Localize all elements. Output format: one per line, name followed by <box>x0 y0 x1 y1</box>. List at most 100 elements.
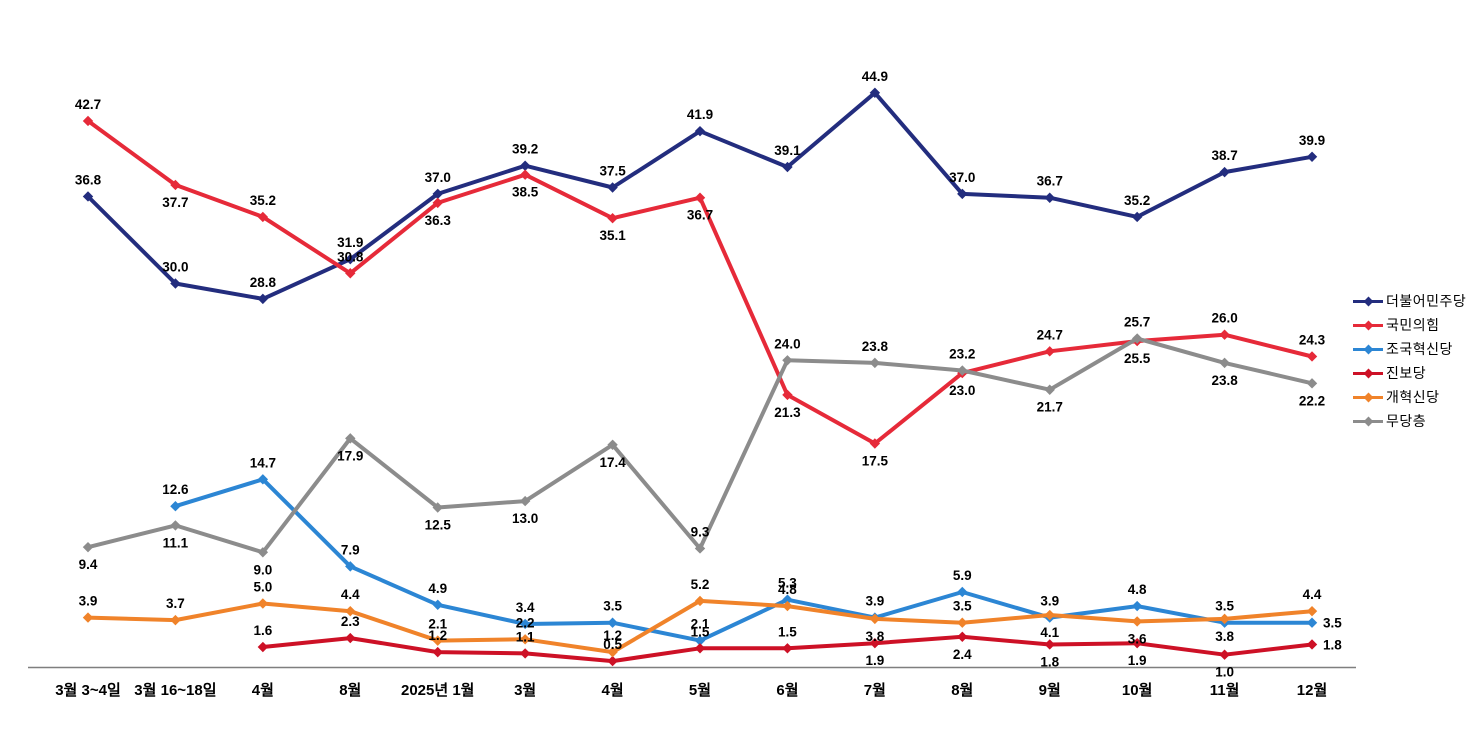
value-label: 35.2 <box>250 193 276 208</box>
data-point-marker <box>1044 384 1055 395</box>
value-label: 4.9 <box>428 581 447 596</box>
data-point-marker <box>782 161 793 173</box>
value-label: 3.7 <box>166 596 185 611</box>
value-label: 12.5 <box>425 518 452 533</box>
value-label: 4.4 <box>341 587 360 602</box>
data-point-marker <box>957 188 968 200</box>
value-label: 17.5 <box>862 454 889 469</box>
x-axis-label: 4월 <box>251 682 274 699</box>
value-label: 36.7 <box>687 208 713 223</box>
value-label: 5.3 <box>778 576 797 591</box>
data-point-marker <box>519 169 531 180</box>
data-point-marker <box>782 355 793 366</box>
value-label: 17.9 <box>337 448 363 463</box>
value-label: 24.3 <box>1299 332 1326 347</box>
data-point-marker <box>1306 617 1318 628</box>
data-point-marker <box>1044 192 1055 203</box>
data-point-marker <box>82 541 94 553</box>
value-label: 2.3 <box>341 614 360 629</box>
value-label: 36.3 <box>425 213 452 228</box>
legend-label: 조국혁신당 <box>1386 341 1453 357</box>
value-label: 3.6 <box>1128 631 1147 646</box>
value-label: 1.1 <box>516 629 535 644</box>
data-point-marker <box>519 495 531 507</box>
value-label: 13.0 <box>512 511 538 526</box>
data-point-marker <box>1044 346 1055 357</box>
x-axis-label: 8월 <box>339 682 362 699</box>
value-label: 2.4 <box>953 647 972 662</box>
legend-line-marker-icon <box>1353 413 1383 429</box>
data-point-marker <box>345 268 356 279</box>
value-label: 2.1 <box>428 617 447 632</box>
value-label: 4.1 <box>1040 625 1059 640</box>
value-label: 3.8 <box>1215 629 1234 644</box>
x-axis-label: 8월 <box>951 682 974 699</box>
data-point-marker <box>694 125 706 137</box>
value-label: 1.2 <box>428 628 447 643</box>
data-point-marker <box>170 179 181 191</box>
value-label: 12.6 <box>162 482 189 497</box>
data-point-marker <box>432 646 443 658</box>
value-label: 7.9 <box>341 542 360 557</box>
data-point-marker <box>257 211 269 223</box>
value-label: 3.9 <box>1040 594 1059 609</box>
value-label: 38.5 <box>512 185 539 200</box>
legend-label: 더불어민주당 <box>1386 293 1467 309</box>
x-axis-label: 9월 <box>1038 682 1061 699</box>
data-point-marker <box>432 635 443 646</box>
data-point-marker <box>607 182 618 193</box>
data-point-marker <box>782 643 793 654</box>
data-point-marker <box>1219 329 1230 340</box>
value-label: 1.5 <box>691 624 710 639</box>
value-label: 1.5 <box>778 624 797 639</box>
data-point-marker <box>1219 649 1230 660</box>
value-label: 0.5 <box>603 637 622 652</box>
data-point-marker <box>1131 637 1143 649</box>
data-point-marker <box>519 618 531 630</box>
x-axis-label: 7월 <box>863 682 886 699</box>
data-point-marker <box>432 599 443 610</box>
data-point-marker <box>869 357 881 369</box>
data-point-marker <box>1219 613 1230 625</box>
value-label: 4.8 <box>1128 582 1147 597</box>
legend-item-progressive-party: 진보당 <box>1353 365 1466 381</box>
value-label: 37.5 <box>599 164 626 179</box>
value-label: 9.3 <box>691 524 710 539</box>
legend-item-rebuilding-korea-party: 조국혁신당 <box>1353 341 1466 357</box>
series-line-2 <box>173 477 1314 643</box>
data-point-marker <box>1219 166 1230 178</box>
x-axis-label: 2025년 1월 <box>400 682 475 699</box>
data-point-marker <box>957 617 968 628</box>
legend-label: 무당층 <box>1386 413 1427 429</box>
value-label: 35.2 <box>1124 193 1150 208</box>
value-label: 28.8 <box>250 275 277 290</box>
value-label: 3.5 <box>1215 599 1234 614</box>
legend-item-democratic-party: 더불어민주당 <box>1353 293 1466 309</box>
data-point-marker <box>170 278 181 289</box>
data-point-marker <box>519 160 531 171</box>
value-label: 3.9 <box>865 594 884 609</box>
legend-item-people-power-party: 국민의힘 <box>1353 317 1466 333</box>
data-point-marker <box>607 213 618 224</box>
value-label: 22.2 <box>1299 393 1325 408</box>
legend-item-reform-party: 개혁신당 <box>1353 389 1466 405</box>
x-axis-label: 6월 <box>776 682 799 699</box>
data-point-marker <box>519 648 531 659</box>
data-point-marker <box>345 433 356 444</box>
data-point-marker <box>432 502 443 513</box>
value-label: 38.7 <box>1211 148 1237 163</box>
value-label: 1.8 <box>1323 637 1342 652</box>
value-label: 3.5 <box>953 599 972 614</box>
value-label: 39.9 <box>1299 133 1325 148</box>
data-point-marker <box>170 520 181 531</box>
value-label: 17.4 <box>599 455 626 470</box>
x-axis-label: 11월 <box>1209 682 1240 699</box>
value-label: 1.9 <box>865 653 884 668</box>
data-point-marker <box>257 641 269 653</box>
data-point-marker <box>82 612 94 623</box>
value-label: 14.7 <box>250 455 276 470</box>
value-label: 23.8 <box>862 339 889 354</box>
value-label: 11.1 <box>163 535 189 550</box>
data-point-marker <box>257 293 269 305</box>
